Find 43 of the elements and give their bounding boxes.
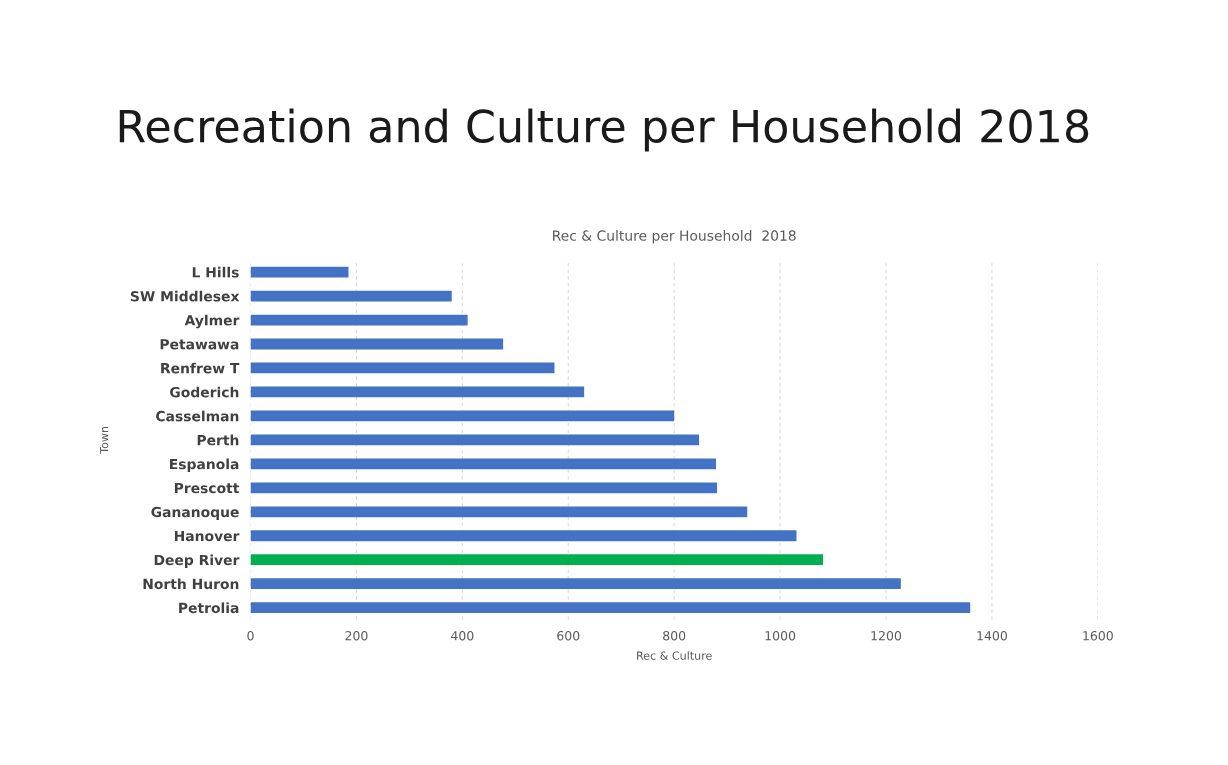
y-tick-label: Renfrew T [161,362,240,374]
x-tick-label: 1600 [1083,630,1113,641]
y-tick-label: Goderich [170,386,239,398]
y-tick-label: Perth [197,434,239,446]
chart-title: Recreation and Culture per Household 2018 [119,108,1089,152]
x-tick-label: 800 [663,630,686,641]
bar [250,314,468,326]
bar [250,458,717,470]
bar [250,434,700,446]
x-tick-label: 200 [345,630,368,641]
x-axis-title: Rec & Culture [637,651,712,660]
y-axis-title: Town [100,426,109,454]
y-tick-label: Petawawa [160,339,239,350]
x-tick-label: 400 [451,630,474,641]
y-tick-label: Deep River [154,554,240,568]
x-tick-label: 0 [247,630,254,641]
y-tick-label: L Hills [192,266,239,278]
y-tick-label: Hanover [174,530,240,542]
bar [250,482,718,494]
y-tick-label: Espanola [170,458,239,473]
y-tick-label: Casselman [156,410,239,422]
chart-subtitle: Rec & Culture per Household 2018 [553,230,796,244]
bar [250,506,748,518]
bar [250,578,901,590]
bar [250,290,452,302]
bar [250,338,504,350]
x-tick-label: 1200 [871,630,902,641]
x-tick-label: 1400 [977,630,1007,641]
y-tick-label: Prescott [174,482,240,494]
y-tick-label: Gananoque [151,506,239,520]
y-tick-label: SW Middlesex [130,290,240,302]
bar [250,266,349,278]
y-tick-label: Petrolia [179,602,239,614]
bar [250,530,797,542]
bar [250,602,971,614]
bar [250,386,585,398]
bar [250,362,555,374]
x-tick-label: 600 [557,630,580,641]
bar [250,554,823,566]
y-tick-label: Aylmer [184,314,240,329]
y-tick-label: North Huron [143,578,239,590]
bar [250,410,675,422]
x-tick-label: 1000 [765,630,796,641]
